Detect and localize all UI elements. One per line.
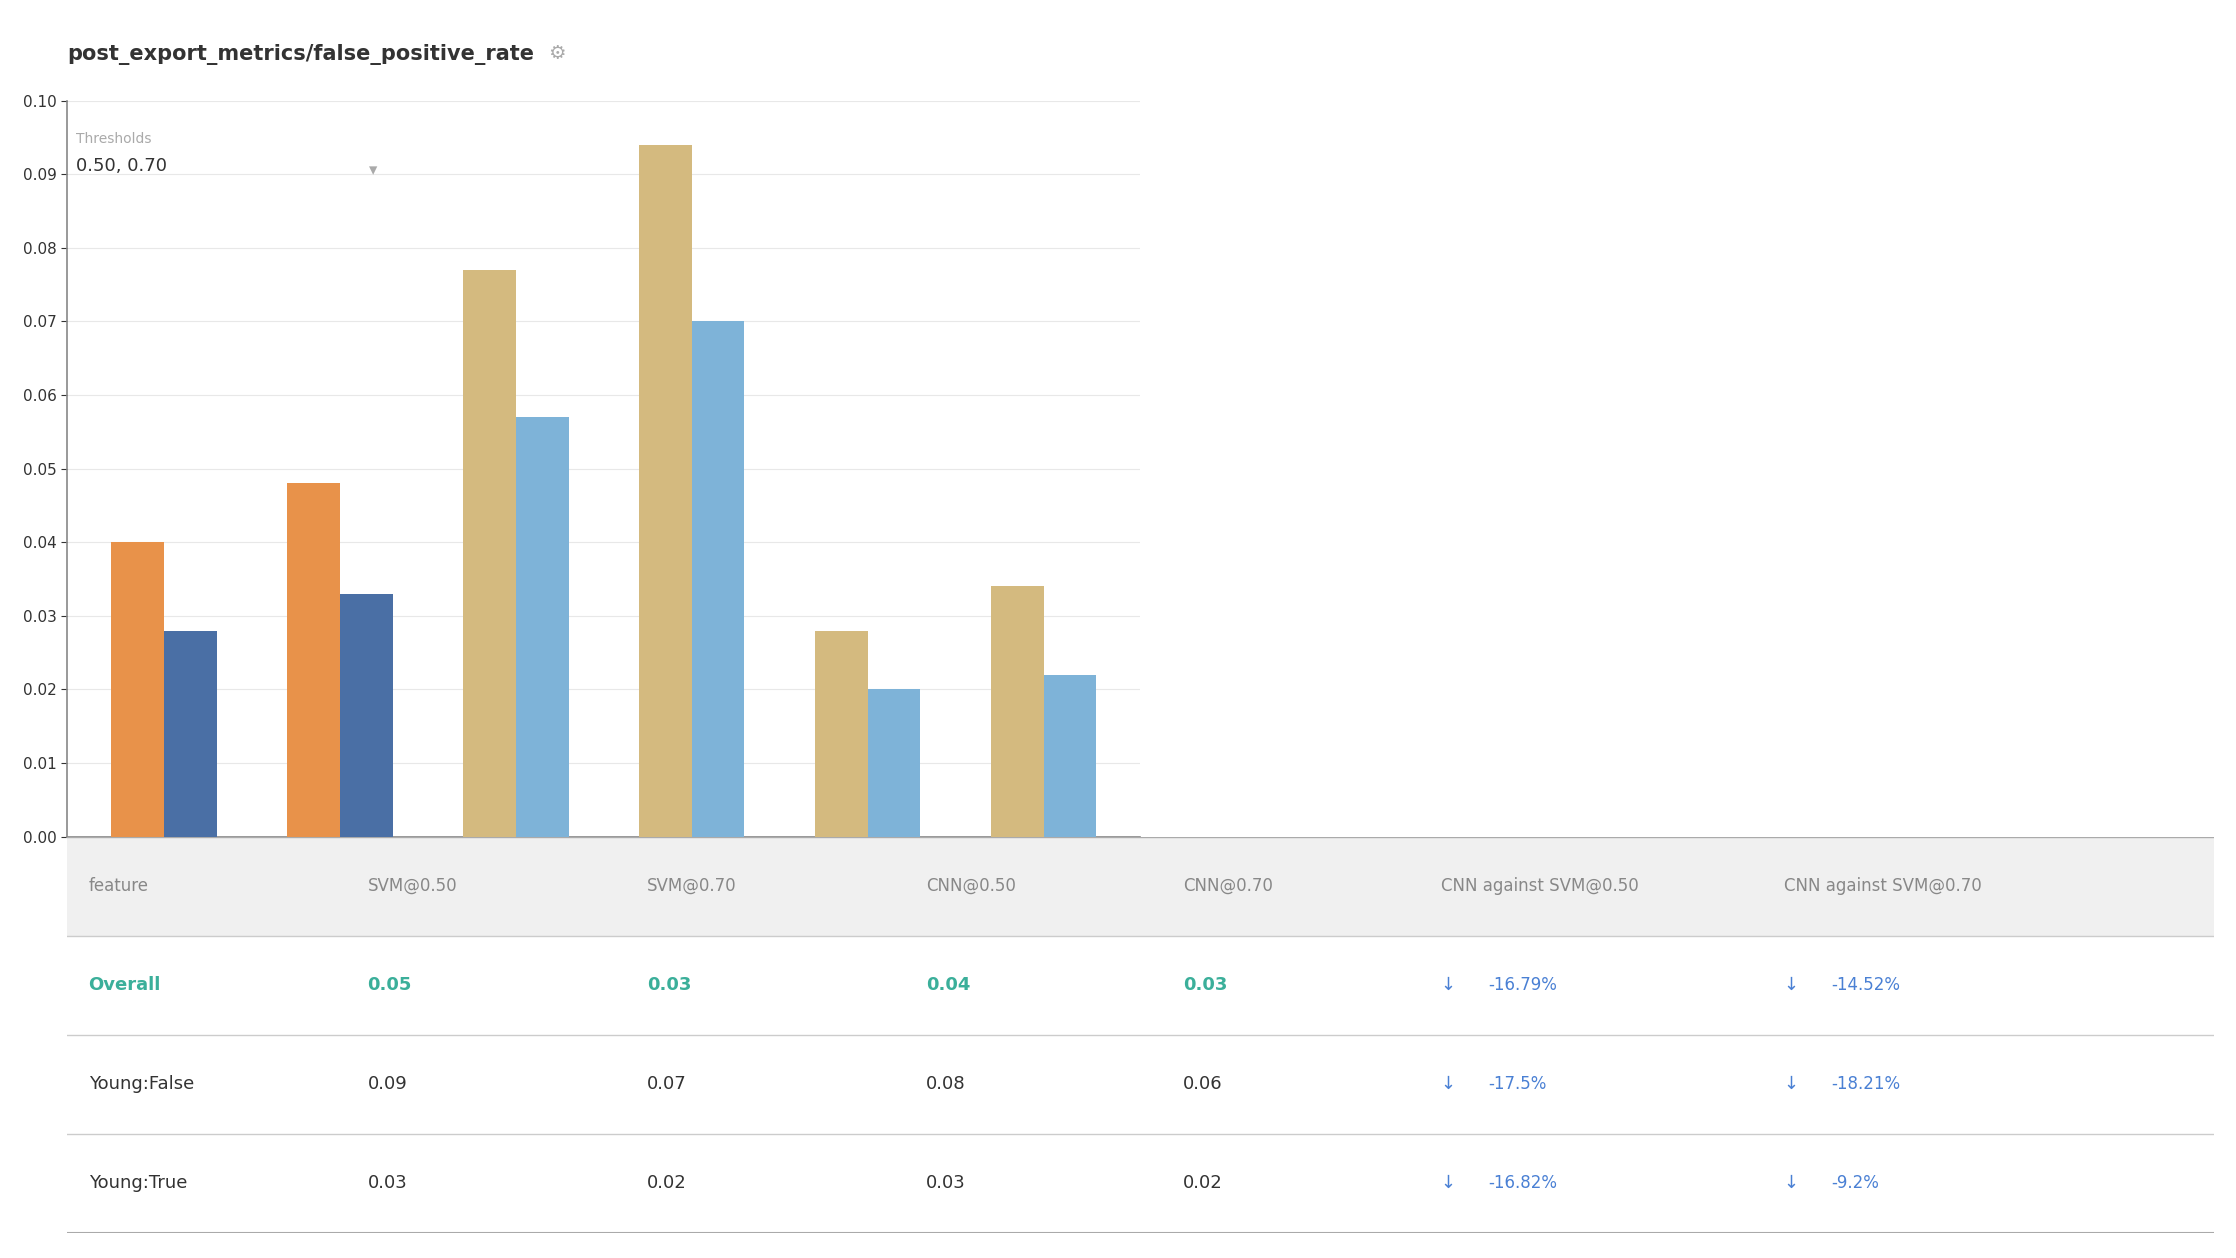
- Bar: [1044, 674, 1096, 837]
- Bar: [112, 542, 163, 837]
- Text: ↓: ↓: [1784, 1076, 1804, 1093]
- Bar: [67, 1034, 2214, 1133]
- Text: 0.02: 0.02: [1183, 1174, 1223, 1193]
- Text: 0.50, 0.70: 0.50, 0.70: [76, 157, 168, 175]
- Text: ↓: ↓: [1440, 1174, 1462, 1193]
- Text: post_export_metrics/false_positive_rate: post_export_metrics/false_positive_rate: [67, 44, 534, 65]
- Text: ▾: ▾: [369, 161, 378, 179]
- Text: CNN@0.70: CNN@0.70: [1183, 877, 1272, 896]
- Text: ↓: ↓: [1440, 1076, 1462, 1093]
- Text: CNN@0.50: CNN@0.50: [926, 877, 1015, 896]
- Text: 0.03: 0.03: [926, 1174, 966, 1193]
- Text: feature: feature: [89, 877, 148, 896]
- Text: 0.05: 0.05: [367, 976, 411, 994]
- Text: ⚙: ⚙: [548, 44, 566, 63]
- Bar: [517, 418, 568, 837]
- Bar: [868, 689, 921, 837]
- Bar: [163, 630, 217, 837]
- Text: ↓: ↓: [1784, 976, 1804, 994]
- Text: 0.03: 0.03: [367, 1174, 407, 1193]
- Text: 0.02: 0.02: [646, 1174, 686, 1193]
- Text: Overall: Overall: [89, 976, 161, 994]
- Bar: [991, 586, 1044, 837]
- Text: 0.04: 0.04: [926, 976, 970, 994]
- Text: CNN against SVM@0.70: CNN against SVM@0.70: [1784, 877, 1981, 896]
- Bar: [67, 837, 2214, 936]
- Text: CNN against SVM@0.50: CNN against SVM@0.50: [1440, 877, 1639, 896]
- Bar: [814, 630, 868, 837]
- Bar: [340, 594, 394, 837]
- Text: Young:True: Young:True: [89, 1174, 188, 1193]
- Text: 0.08: 0.08: [926, 1076, 966, 1093]
- Bar: [639, 145, 691, 837]
- Bar: [286, 483, 340, 837]
- Text: SVM@0.50: SVM@0.50: [367, 877, 456, 896]
- Text: Young:False: Young:False: [89, 1076, 195, 1093]
- Text: ↓: ↓: [1440, 976, 1462, 994]
- Text: -17.5%: -17.5%: [1489, 1076, 1547, 1093]
- Text: Thresholds: Thresholds: [76, 132, 152, 146]
- Text: -14.52%: -14.52%: [1831, 976, 1901, 994]
- Text: 0.03: 0.03: [1183, 976, 1228, 994]
- Text: -18.21%: -18.21%: [1831, 1076, 1901, 1093]
- Bar: [691, 321, 745, 837]
- Text: 0.06: 0.06: [1183, 1076, 1223, 1093]
- Text: ↓: ↓: [1784, 1174, 1804, 1193]
- Text: SVM@0.70: SVM@0.70: [646, 877, 736, 896]
- Bar: [67, 1133, 2214, 1233]
- Bar: [463, 270, 517, 837]
- Text: 0.03: 0.03: [646, 976, 691, 994]
- Text: -9.2%: -9.2%: [1831, 1174, 1880, 1193]
- Text: -16.79%: -16.79%: [1489, 976, 1556, 994]
- Text: 0.09: 0.09: [367, 1076, 407, 1093]
- Bar: [67, 936, 2214, 1034]
- Text: -16.82%: -16.82%: [1489, 1174, 1556, 1193]
- Text: 0.07: 0.07: [646, 1076, 686, 1093]
